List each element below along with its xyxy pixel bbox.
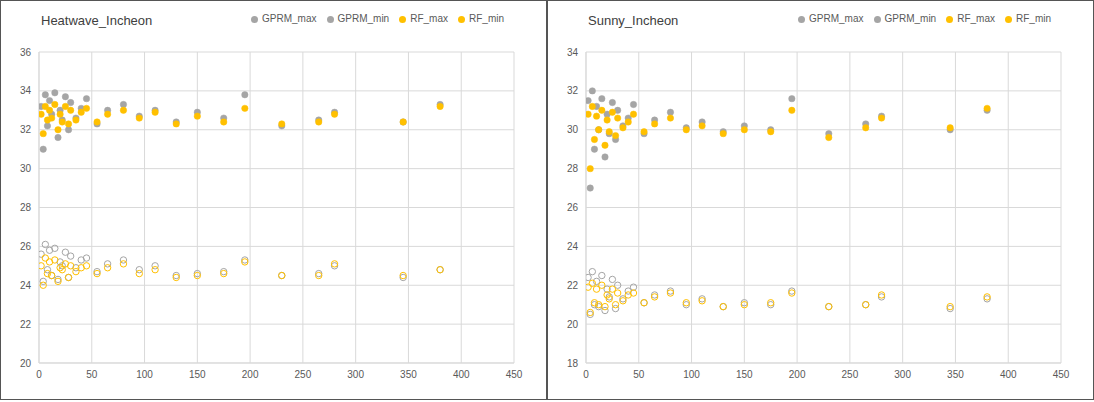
- svg-text:0: 0: [36, 369, 42, 380]
- svg-text:300: 300: [894, 369, 911, 380]
- svg-text:28: 28: [20, 202, 32, 213]
- svg-text:18: 18: [567, 358, 579, 369]
- svg-text:26: 26: [20, 241, 32, 252]
- svg-text:300: 300: [347, 369, 364, 380]
- svg-text:20: 20: [567, 319, 579, 330]
- html-text:Heatwave_Incheon: Heatwave_Incheon: [41, 13, 153, 28]
- svg-text:0: 0: [583, 369, 589, 380]
- svg-text:350: 350: [400, 369, 417, 380]
- html-text:RF_max: RF_max: [957, 13, 995, 24]
- svg-text:400: 400: [453, 369, 470, 380]
- svg-text:450: 450: [1053, 369, 1070, 380]
- svg-text:34: 34: [567, 47, 579, 58]
- svg-text:100: 100: [683, 369, 700, 380]
- svg-text:32: 32: [20, 124, 32, 135]
- svg-text:250: 250: [295, 369, 312, 380]
- svg-text:22: 22: [567, 280, 579, 291]
- svg-text:100: 100: [136, 369, 153, 380]
- svg-text:350: 350: [947, 369, 964, 380]
- svg-text:150: 150: [189, 369, 206, 380]
- svg-text:50: 50: [86, 369, 98, 380]
- svg-text:28: 28: [567, 163, 579, 174]
- svg-text:250: 250: [842, 369, 859, 380]
- html-text:RF_min: RF_min: [469, 13, 504, 24]
- svg-text:24: 24: [567, 241, 579, 252]
- html-text:Sunny_Incheon: Sunny_Incheon: [588, 13, 679, 28]
- svg-text:36: 36: [20, 47, 32, 58]
- html-text:GPRM_min: GPRM_min: [884, 13, 937, 24]
- html-text:GPRM_max: GPRM_max: [809, 13, 864, 24]
- svg-text:22: 22: [20, 319, 32, 330]
- svg-text:24: 24: [20, 280, 32, 291]
- svg-text:30: 30: [567, 124, 579, 135]
- svg-text:26: 26: [567, 202, 579, 213]
- svg-text:50: 50: [633, 369, 645, 380]
- html-text:GPRM_max: GPRM_max: [262, 13, 317, 24]
- html-text:GPRM_min: GPRM_min: [337, 13, 390, 24]
- svg-text:150: 150: [736, 369, 753, 380]
- html-text:RF_max: RF_max: [410, 13, 448, 24]
- svg-text:400: 400: [1000, 369, 1017, 380]
- html-text:RF_min: RF_min: [1016, 13, 1051, 24]
- svg-text:200: 200: [242, 369, 259, 380]
- svg-text:30: 30: [20, 163, 32, 174]
- svg-text:32: 32: [567, 85, 579, 96]
- svg-text:34: 34: [20, 85, 32, 96]
- svg-text:20: 20: [20, 358, 32, 369]
- svg-text:450: 450: [506, 369, 523, 380]
- svg-text:200: 200: [789, 369, 806, 380]
